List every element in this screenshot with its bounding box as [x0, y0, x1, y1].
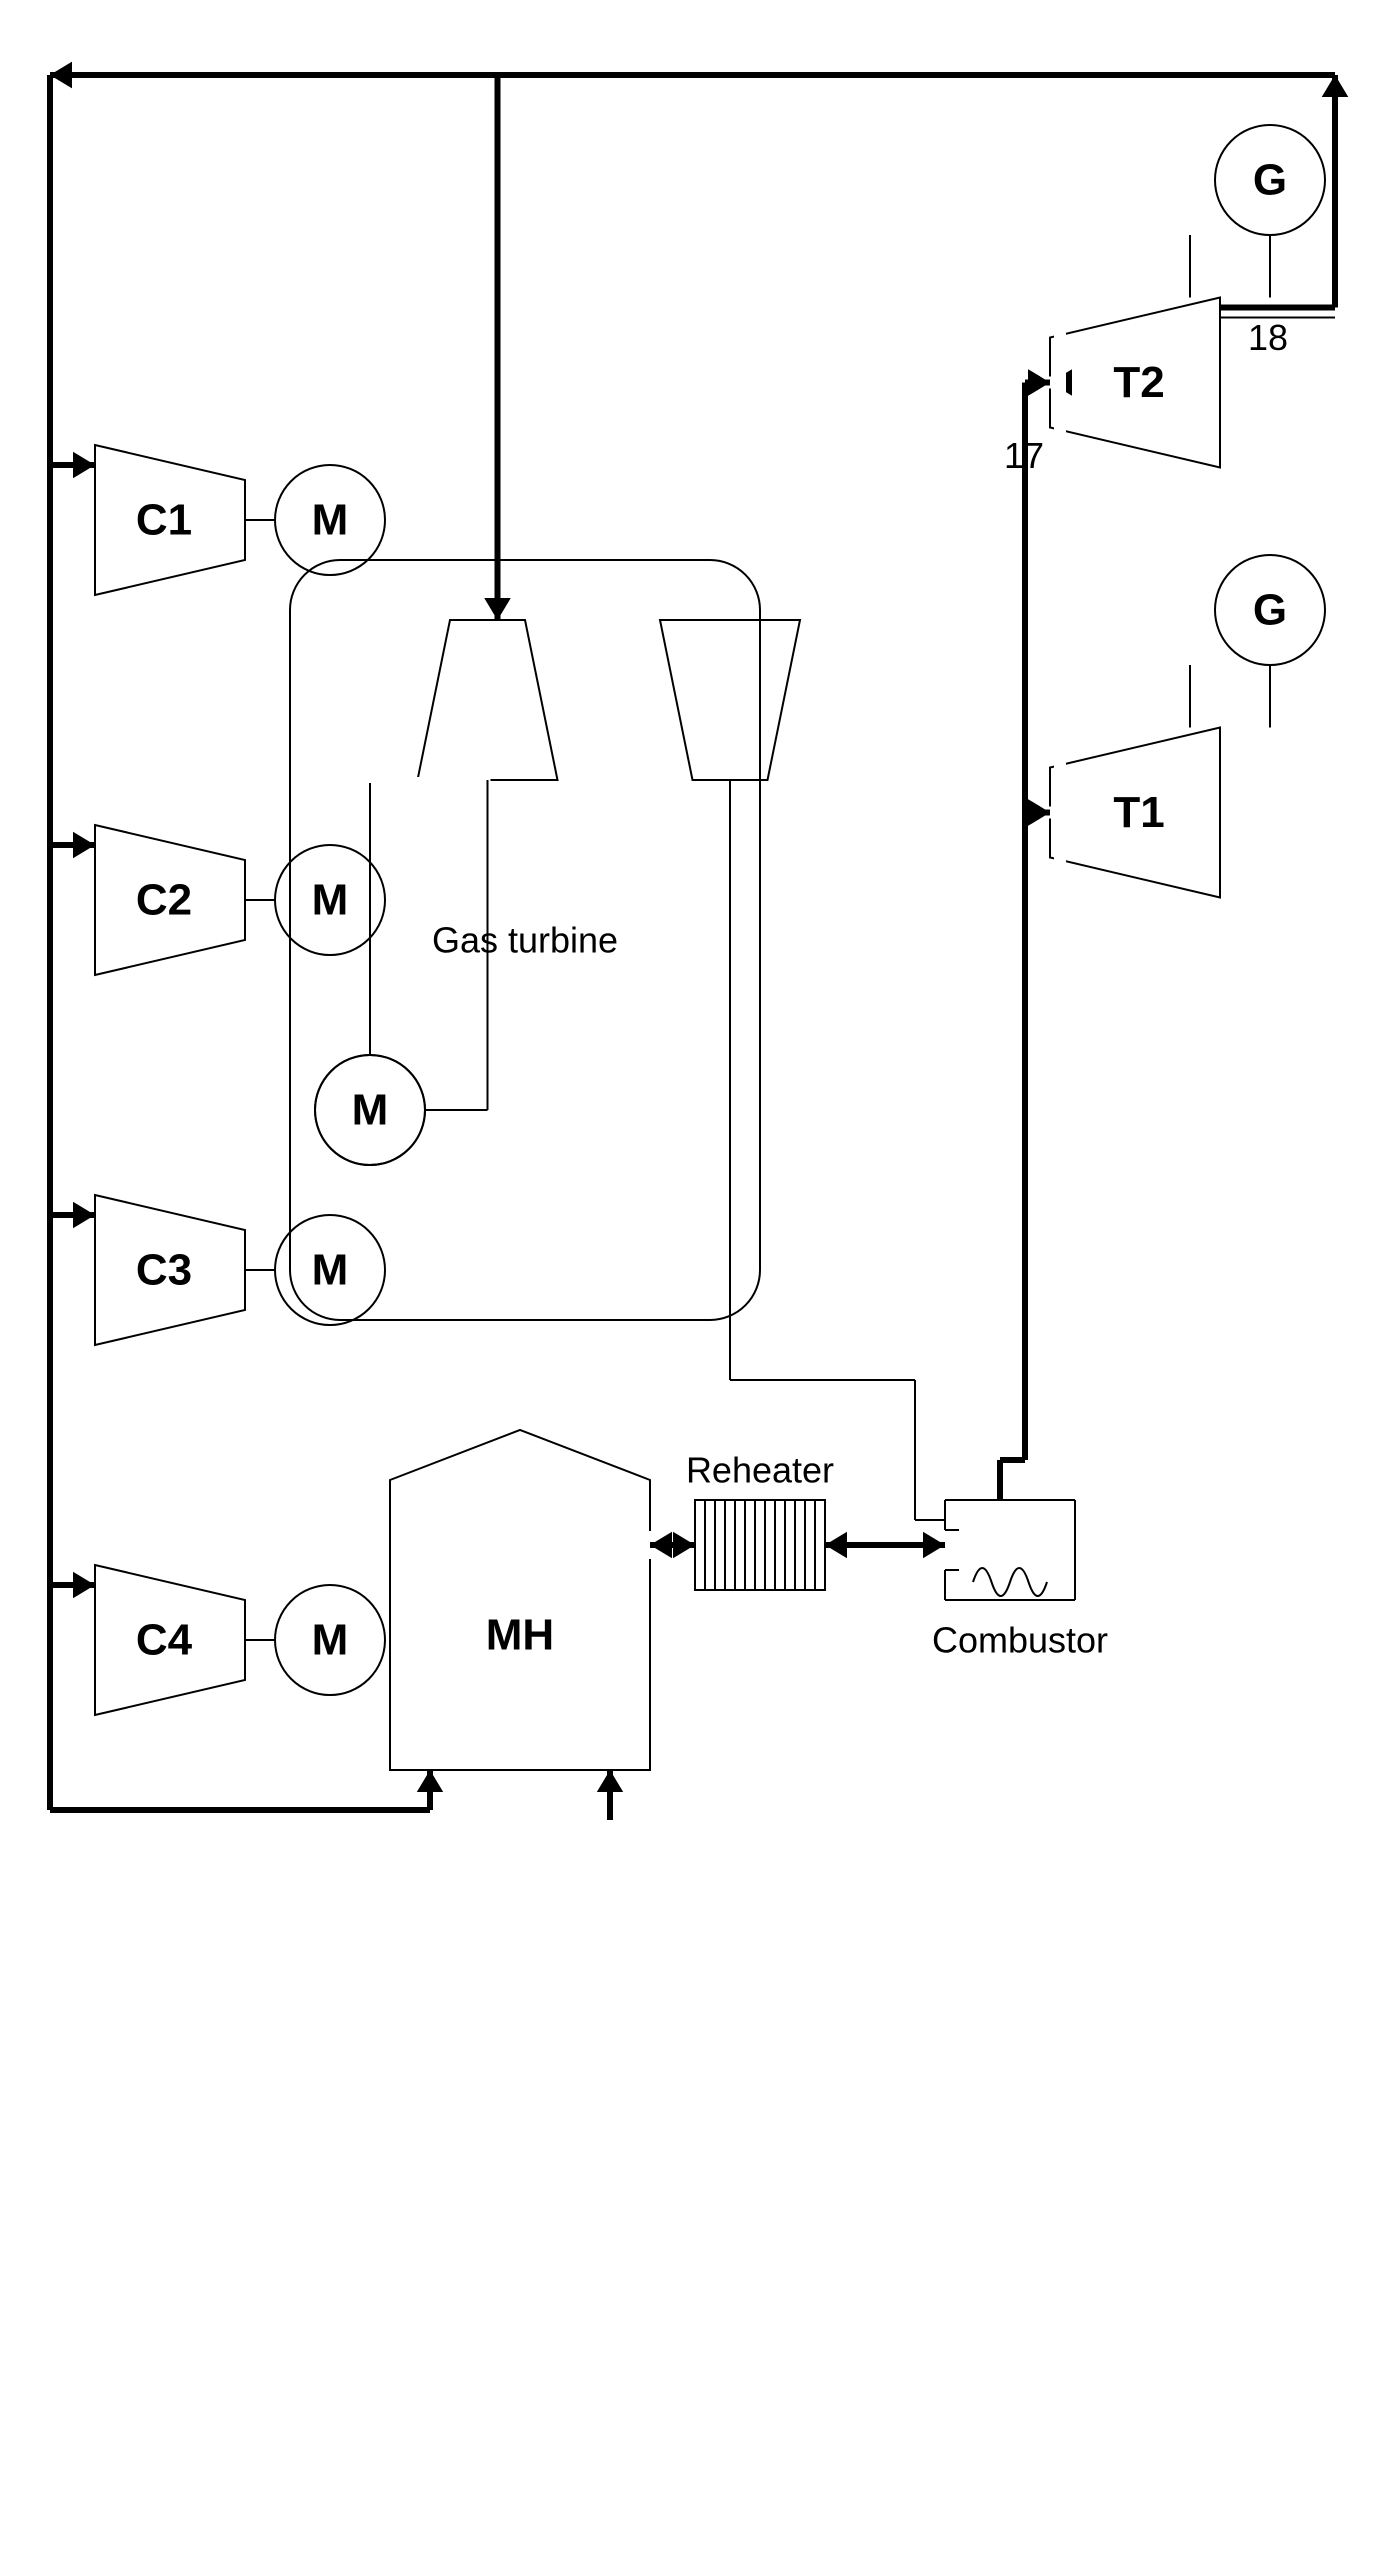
motor-c3: M [275, 1215, 385, 1325]
generator-t1: G [1215, 555, 1325, 665]
process-flow-diagram: C1MC2MC3MC4MMHReheaterCombustorT2GT1G171… [0, 0, 1393, 2567]
combustor-label: Combustor [932, 1620, 1108, 1661]
generator-t2-label: G [1253, 156, 1287, 205]
gas-turbine-label: Gas turbine [432, 920, 618, 961]
compressor-label-c2: C2 [136, 876, 192, 925]
gt-compressor [418, 620, 558, 780]
compressor-c1: C1 M [50, 445, 385, 595]
motor-c4-label: M [312, 1616, 349, 1665]
generator-t1-label: G [1253, 586, 1287, 635]
turbine-t2: T2 G [1050, 125, 1325, 468]
gt-turbine [660, 620, 800, 780]
gt-motor-label: M [352, 1086, 389, 1135]
state-18: 18 [1248, 317, 1288, 358]
compressor-c3: C3 M [50, 1195, 385, 1345]
motor-c2: M [275, 845, 385, 955]
turbine-t1-label: T1 [1113, 788, 1164, 837]
motor-c1-label: M [312, 496, 349, 545]
combustor: Combustor [932, 1500, 1108, 1661]
reheater-label: Reheater [686, 1450, 834, 1491]
compressor-label-c3: C3 [136, 1246, 192, 1295]
turbine-t2-label: T2 [1113, 358, 1164, 407]
mh-tank: MH [390, 1430, 650, 1770]
compressor-c4: C4 M [50, 1565, 385, 1715]
compressor-label-c4: C4 [136, 1616, 193, 1665]
reheater: Reheater [686, 1450, 834, 1591]
turbine-t1: T1 G [1050, 555, 1325, 898]
compressor-c2: C2 M [50, 825, 385, 975]
mh-label: MH [486, 1611, 554, 1660]
motor-c1: M [275, 465, 385, 575]
motor-c4: M [275, 1585, 385, 1695]
gas-turbine: Gas turbine M [290, 560, 945, 1520]
motor-c2-label: M [312, 876, 349, 925]
motor-c3-label: M [312, 1246, 349, 1295]
generator-t2: G [1215, 125, 1325, 235]
compressor-label-c1: C1 [136, 496, 192, 545]
